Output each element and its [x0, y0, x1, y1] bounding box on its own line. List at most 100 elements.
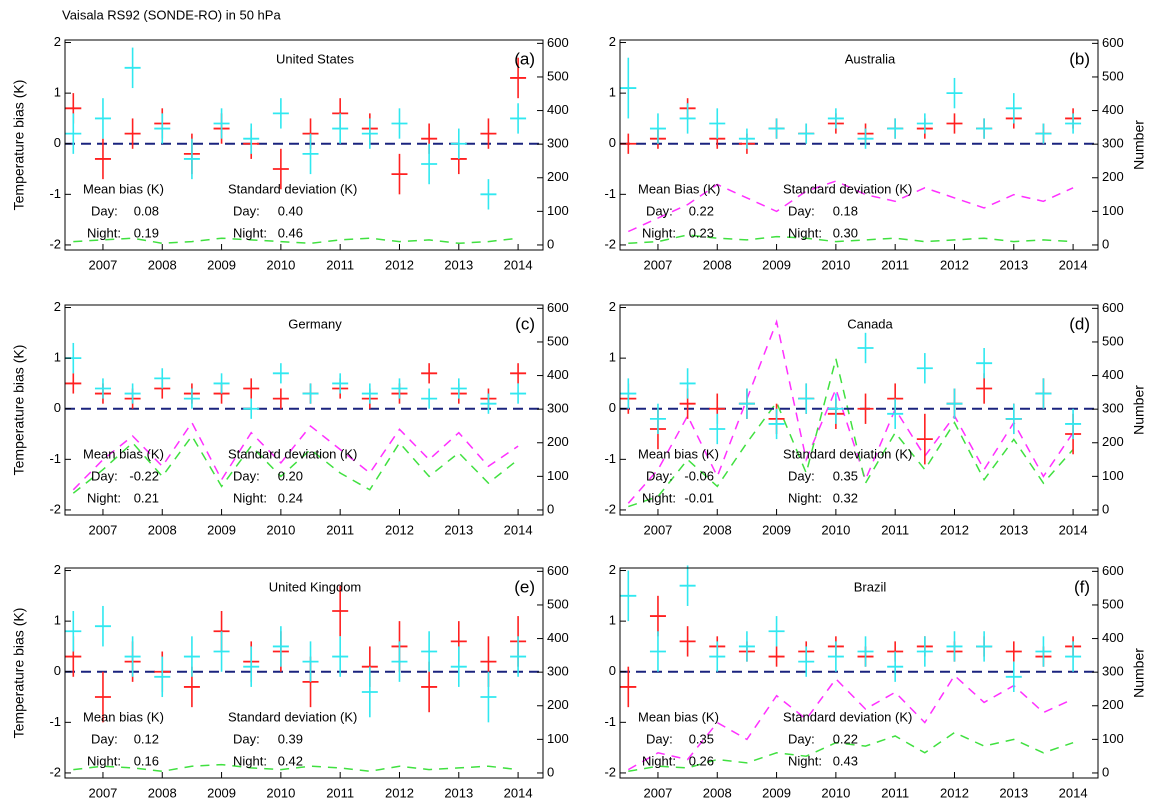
count-line: [73, 763, 519, 773]
y2-tick-label: 600: [547, 300, 569, 315]
y2-tick-label: 300: [547, 401, 569, 416]
y-tick-label: -2: [49, 236, 61, 251]
mean-night: 0.26: [689, 753, 714, 768]
day-label: Day:: [91, 203, 118, 218]
panel-title: Australia: [845, 51, 896, 66]
x-tick-label: 2014: [504, 522, 533, 537]
night-label: Night:: [233, 753, 267, 768]
night-label: Night:: [642, 225, 676, 240]
count-line: [628, 731, 1074, 773]
y2-tick-label: 100: [547, 731, 569, 746]
x-tick-label: 2007: [643, 785, 672, 800]
y-tick-label: 1: [609, 85, 616, 100]
std-label: Standard deviation (K): [228, 446, 357, 461]
y-tick-label: 2: [54, 562, 61, 577]
std-night: 0.42: [278, 753, 303, 768]
x-tick-label: 2008: [148, 785, 177, 800]
std-day: 0.18: [833, 203, 858, 218]
mean-label: Mean Bias (K): [638, 181, 720, 196]
y2-tick-label: 400: [1102, 630, 1124, 645]
panel-label: (a): [514, 49, 535, 68]
panel-label: (e): [514, 577, 535, 596]
mean-night: 0.23: [689, 225, 714, 240]
x-tick-label: 2011: [326, 522, 354, 537]
plot-frame: [64, 567, 544, 779]
x-tick-label: 2011: [881, 257, 909, 272]
x-tick-label: 2009: [762, 257, 791, 272]
x-tick-label: 2012: [940, 257, 969, 272]
y2-tick-label: 100: [547, 468, 569, 483]
y2-tick-label: 200: [1102, 697, 1124, 712]
y2-tick-label: 400: [547, 630, 569, 645]
y2-tick-label: 500: [547, 68, 569, 83]
count-line: [73, 237, 519, 245]
y2-axis-label: Number: [1131, 120, 1147, 170]
mean-day: 0.08: [134, 203, 159, 218]
y2-tick-label: 100: [547, 203, 569, 218]
y-tick-label: -2: [49, 764, 61, 779]
mean-label: Mean bias (K): [83, 709, 164, 724]
y-tick-label: 1: [609, 350, 616, 365]
panel-title: Germany: [288, 316, 342, 331]
x-tick-label: 2009: [207, 785, 236, 800]
mean-label: Mean bias (K): [638, 709, 719, 724]
y-tick-label: 2: [54, 34, 61, 49]
panel-title: Brazil: [854, 579, 887, 594]
mean-day: 0.22: [689, 203, 714, 218]
y2-tick-label: 0: [1102, 764, 1109, 779]
y2-tick-label: 200: [547, 169, 569, 184]
x-tick-label: 2008: [148, 522, 177, 537]
y2-tick-label: 200: [1102, 169, 1124, 184]
x-tick-label: 2012: [385, 785, 414, 800]
x-tick-label: 2013: [444, 522, 473, 537]
x-tick-label: 2011: [326, 785, 354, 800]
std-night: 0.32: [833, 490, 858, 505]
y-tick-label: 1: [54, 350, 61, 365]
std-label: Standard deviation (K): [783, 446, 912, 461]
x-tick-label: 2008: [148, 257, 177, 272]
plot-frame: [64, 39, 544, 251]
y-tick-label: 0: [54, 400, 61, 415]
y2-tick-label: 300: [547, 664, 569, 679]
y-tick-label: 2: [54, 299, 61, 314]
y-tick-label: -1: [49, 714, 61, 729]
y-axis-label: Temperature bias (K): [11, 608, 27, 739]
y2-tick-label: 200: [1102, 434, 1124, 449]
y-tick-label: 1: [609, 613, 616, 628]
std-day: 0.20: [278, 468, 303, 483]
y-tick-label: 0: [54, 663, 61, 678]
std-night: 0.24: [278, 490, 303, 505]
y2-tick-label: 0: [547, 501, 554, 516]
count-line: [627, 674, 1074, 771]
y-tick-label: -2: [604, 764, 616, 779]
x-tick-label: 2013: [999, 522, 1028, 537]
y2-tick-label: 300: [547, 136, 569, 151]
y-tick-label: -2: [49, 501, 61, 516]
x-tick-label: 2008: [703, 522, 732, 537]
day-label: Day:: [91, 731, 118, 746]
day-label: Day:: [788, 468, 815, 483]
y2-tick-label: 500: [547, 596, 569, 611]
plot-frame: [619, 304, 1099, 516]
x-tick-label: 2010: [821, 257, 850, 272]
y2-tick-label: 0: [1102, 236, 1109, 251]
y-tick-label: -1: [49, 186, 61, 201]
y-tick-label: 2: [609, 34, 616, 49]
y2-tick-label: 600: [547, 35, 569, 50]
x-tick-label: 2013: [444, 785, 473, 800]
std-label: Standard deviation (K): [783, 181, 912, 196]
y-tick-label: -1: [49, 451, 61, 466]
y-tick-label: 0: [54, 135, 61, 150]
count-line: [628, 234, 1074, 245]
y2-tick-label: 500: [1102, 68, 1124, 83]
night-label: Night:: [642, 490, 676, 505]
plot-frame: [64, 304, 544, 516]
x-tick-label: 2007: [88, 785, 117, 800]
